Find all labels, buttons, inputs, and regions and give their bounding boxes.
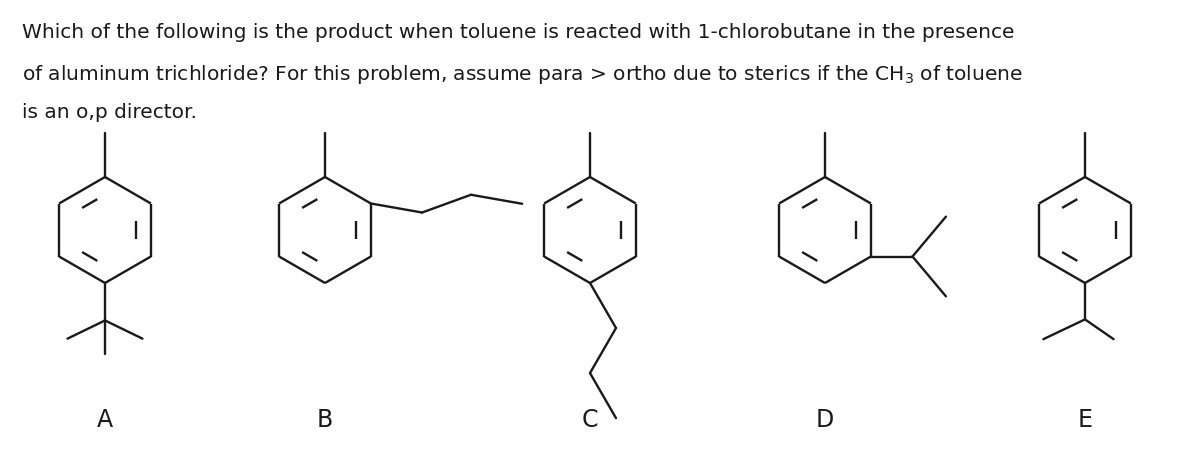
Text: A: A bbox=[97, 408, 113, 432]
Text: E: E bbox=[1078, 408, 1092, 432]
Text: D: D bbox=[816, 408, 834, 432]
Text: Which of the following is the product when toluene is reacted with 1-chlorobutan: Which of the following is the product wh… bbox=[22, 23, 1014, 42]
Text: is an o,p director.: is an o,p director. bbox=[22, 103, 197, 122]
Text: C: C bbox=[582, 408, 599, 432]
Text: of aluminum trichloride? For this problem, assume para > ortho due to sterics if: of aluminum trichloride? For this proble… bbox=[22, 63, 1022, 86]
Text: B: B bbox=[317, 408, 334, 432]
